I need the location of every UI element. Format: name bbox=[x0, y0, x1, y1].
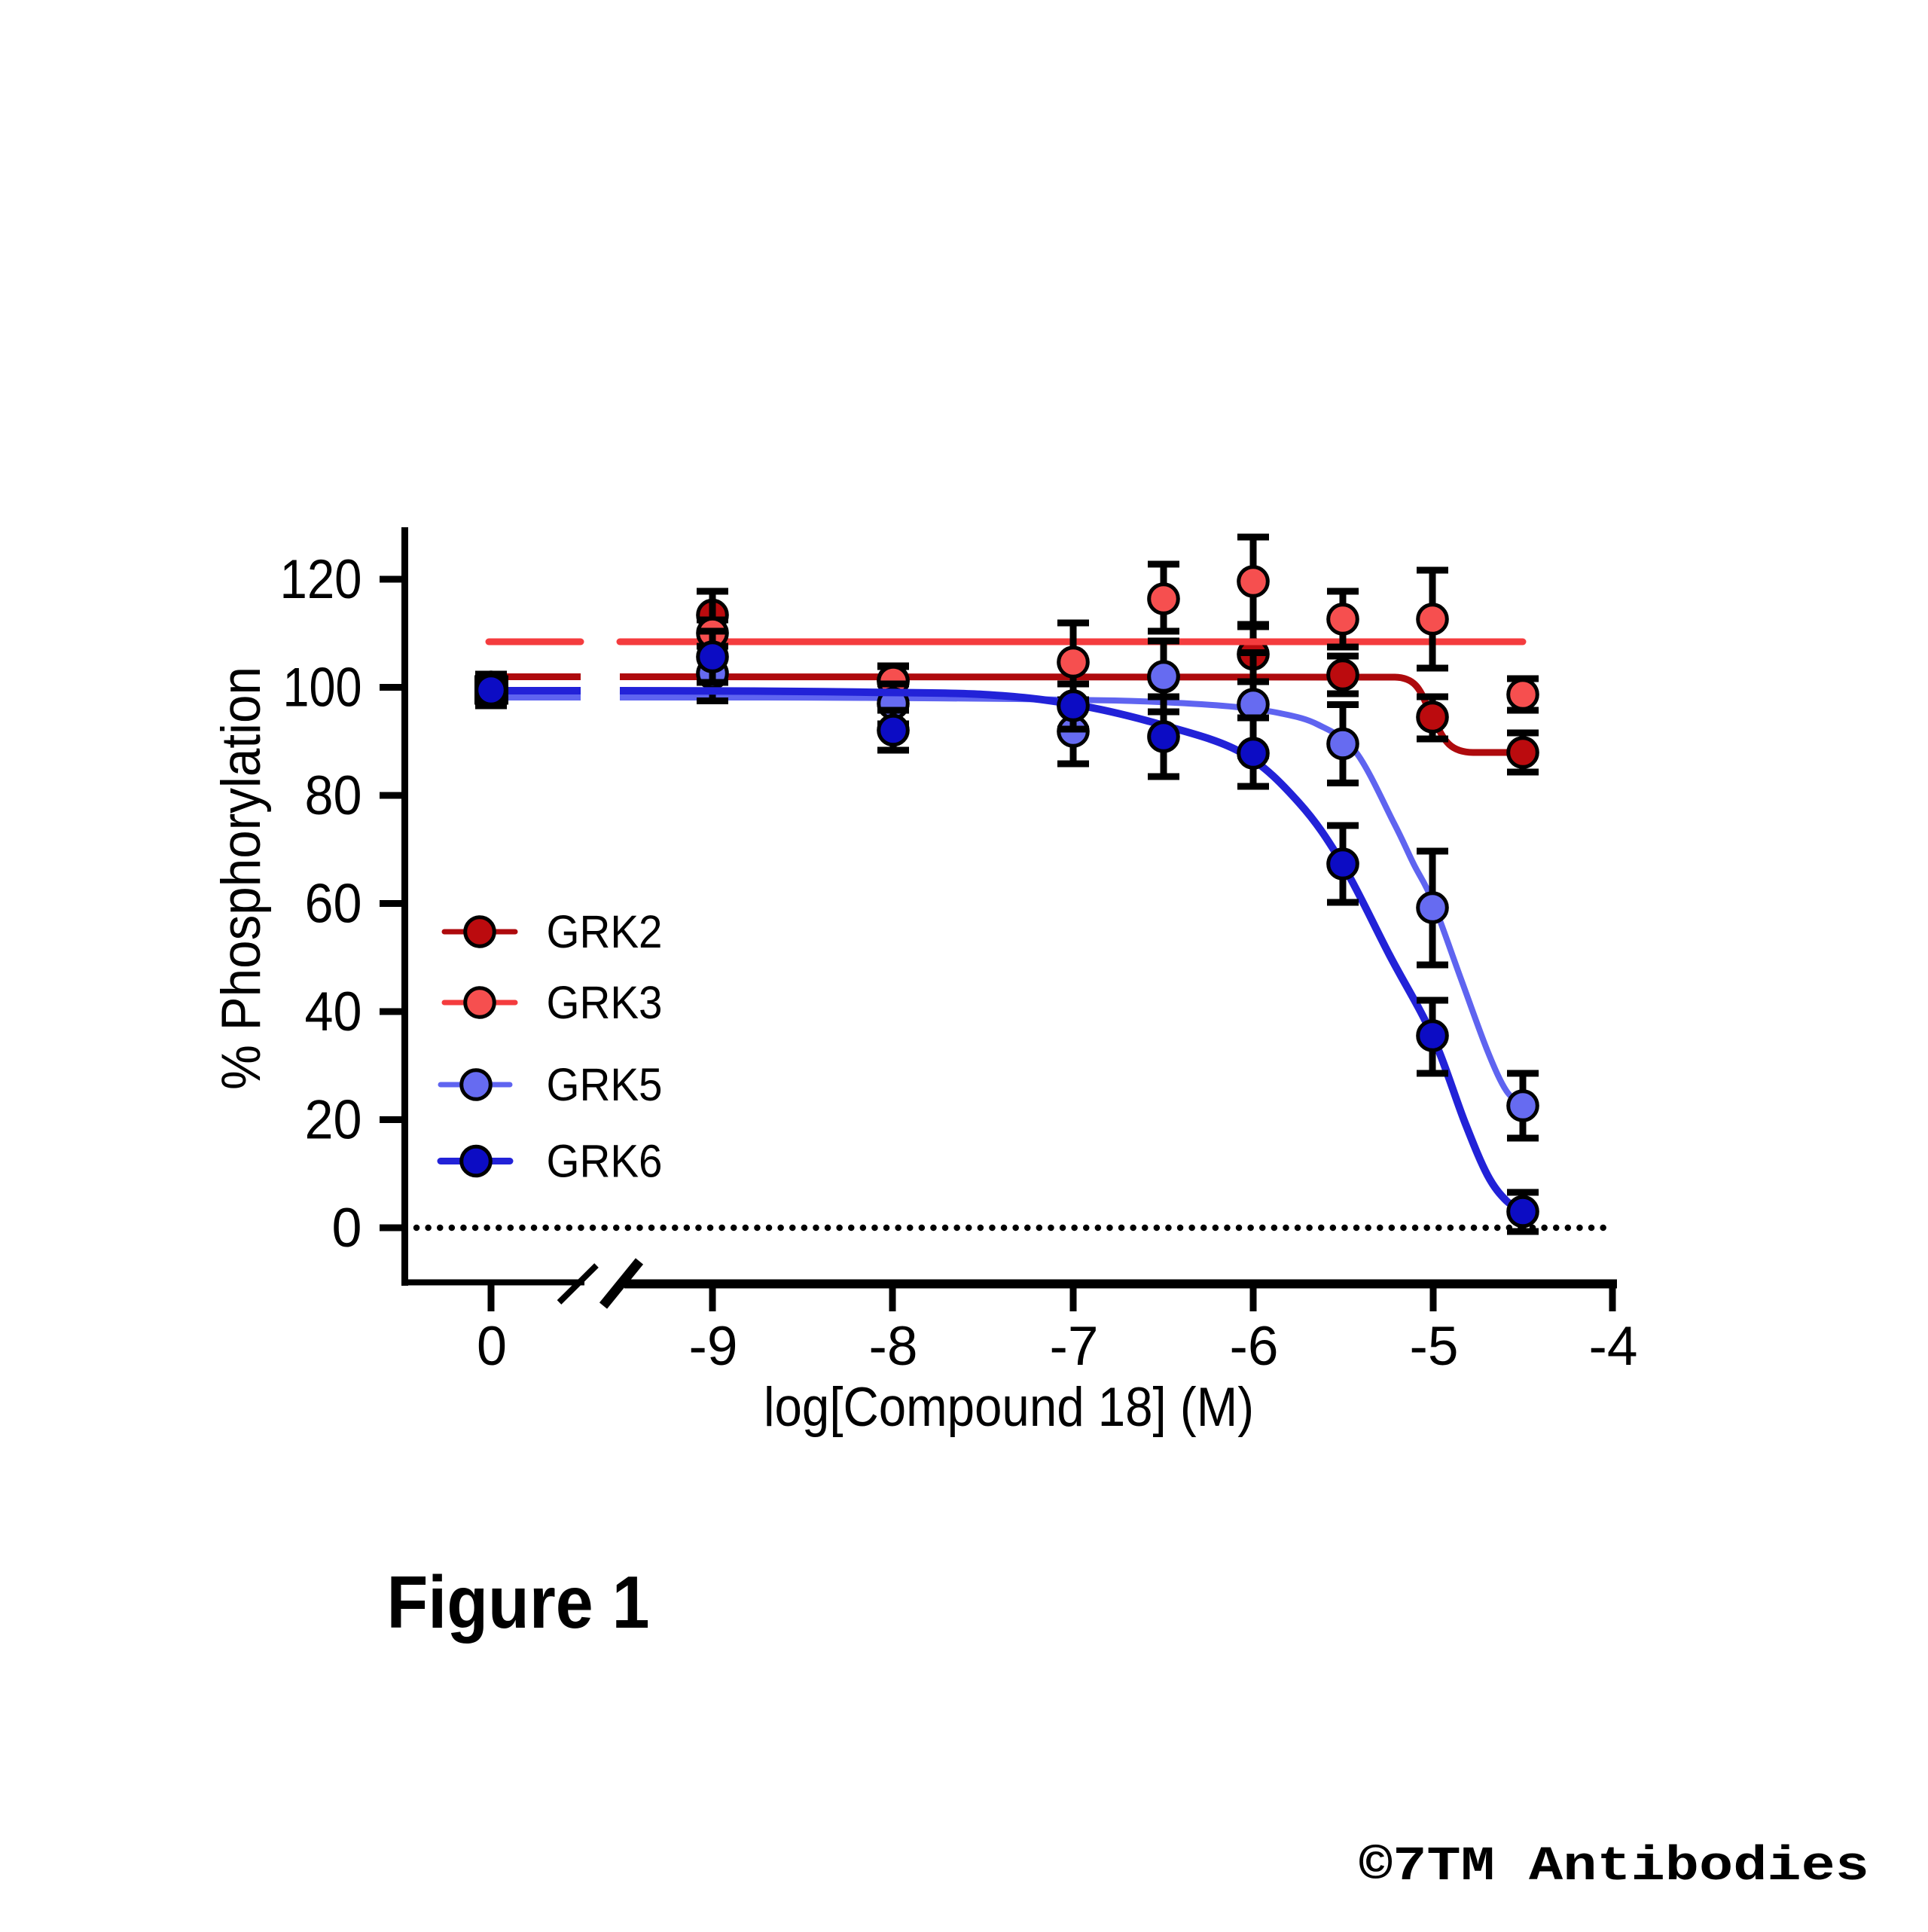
svg-text:GRK2: GRK2 bbox=[547, 906, 663, 957]
svg-text:-7: -7 bbox=[1050, 1316, 1099, 1377]
svg-text:0: 0 bbox=[332, 1198, 362, 1259]
svg-text:40: 40 bbox=[305, 981, 362, 1042]
svg-text:60: 60 bbox=[305, 874, 362, 935]
svg-text:GRK3: GRK3 bbox=[547, 977, 663, 1028]
svg-text:-4: -4 bbox=[1589, 1316, 1638, 1377]
svg-text:120: 120 bbox=[280, 549, 362, 610]
svg-text:©7TM Antibodies: ©7TM Antibodies bbox=[1359, 1840, 1869, 1894]
svg-text:0: 0 bbox=[477, 1316, 507, 1377]
svg-text:GRK5: GRK5 bbox=[547, 1059, 663, 1110]
svg-text:100: 100 bbox=[283, 658, 362, 719]
svg-text:GRK6: GRK6 bbox=[547, 1136, 663, 1187]
svg-text:-5: -5 bbox=[1410, 1316, 1459, 1377]
svg-text:20: 20 bbox=[305, 1090, 362, 1151]
svg-text:log[Compound 18] (M): log[Compound 18] (M) bbox=[764, 1377, 1254, 1438]
svg-text:-9: -9 bbox=[689, 1316, 738, 1377]
svg-text:Figure 1: Figure 1 bbox=[387, 1561, 650, 1644]
svg-text:80: 80 bbox=[305, 765, 362, 826]
svg-text:% Phosphorylation: % Phosphorylation bbox=[211, 667, 272, 1090]
svg-text:-6: -6 bbox=[1230, 1316, 1279, 1377]
svg-text:-8: -8 bbox=[869, 1316, 918, 1377]
